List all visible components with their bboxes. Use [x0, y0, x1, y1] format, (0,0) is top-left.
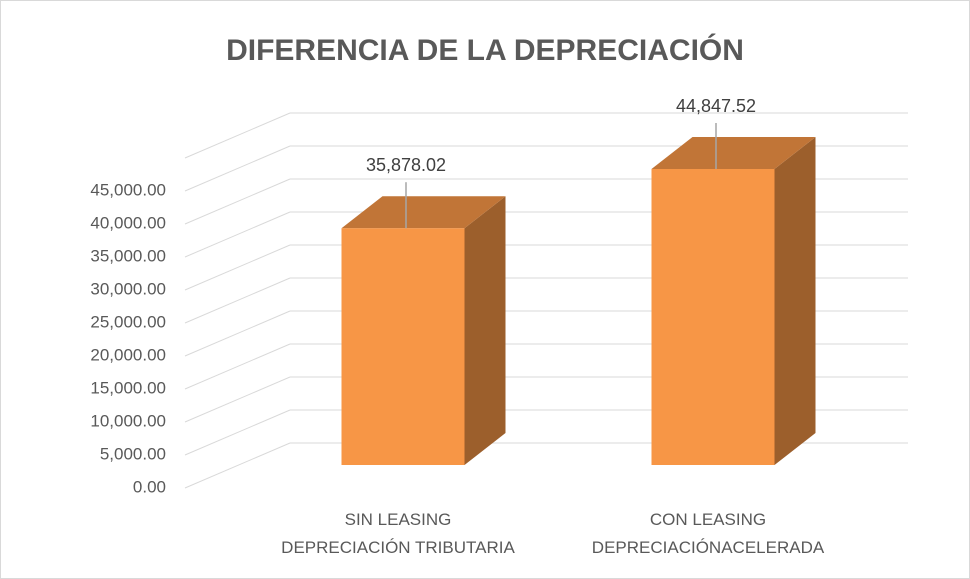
x-tick-label: CON LEASING DEPRECIACIÓNACELERADA [592, 510, 825, 557]
grid-line [184, 277, 291, 324]
bar-top [651, 137, 816, 170]
grid-line [184, 376, 291, 423]
grid-line [184, 310, 291, 357]
grid-line [184, 442, 291, 489]
y-tick-label: 5,000.00 [100, 444, 166, 463]
bar-top [341, 196, 506, 229]
bar-side [774, 137, 816, 466]
grid-line [184, 178, 291, 225]
value-label: 35,878.02 [366, 155, 446, 175]
bar [341, 228, 465, 465]
y-tick-label: 35,000.00 [90, 246, 166, 265]
y-tick-label: 25,000.00 [90, 312, 166, 331]
grid-line [184, 145, 291, 192]
bar [651, 169, 775, 466]
grid-line [184, 409, 291, 456]
value-label: 44,847.52 [676, 96, 756, 116]
bar-side [464, 196, 506, 465]
grid-line [184, 211, 291, 258]
y-tick-label: 20,000.00 [90, 345, 166, 364]
grid-line [184, 343, 291, 390]
y-tick-label: 30,000.00 [90, 279, 166, 298]
y-tick-label: 40,000.00 [90, 213, 166, 232]
x-tick-label: SIN LEASING DEPRECIACIÓN TRIBUTARIA [281, 510, 515, 557]
y-tick-label: 15,000.00 [90, 378, 166, 397]
grid-line [184, 244, 291, 291]
y-tick-label: 45,000.00 [90, 180, 166, 199]
y-tick-label: 0.00 [133, 477, 166, 496]
wall-edge [184, 112, 291, 159]
y-tick-label: 10,000.00 [90, 411, 166, 430]
chart-title: DIFERENCIA DE LA DEPRECIACIÓN [226, 33, 744, 67]
